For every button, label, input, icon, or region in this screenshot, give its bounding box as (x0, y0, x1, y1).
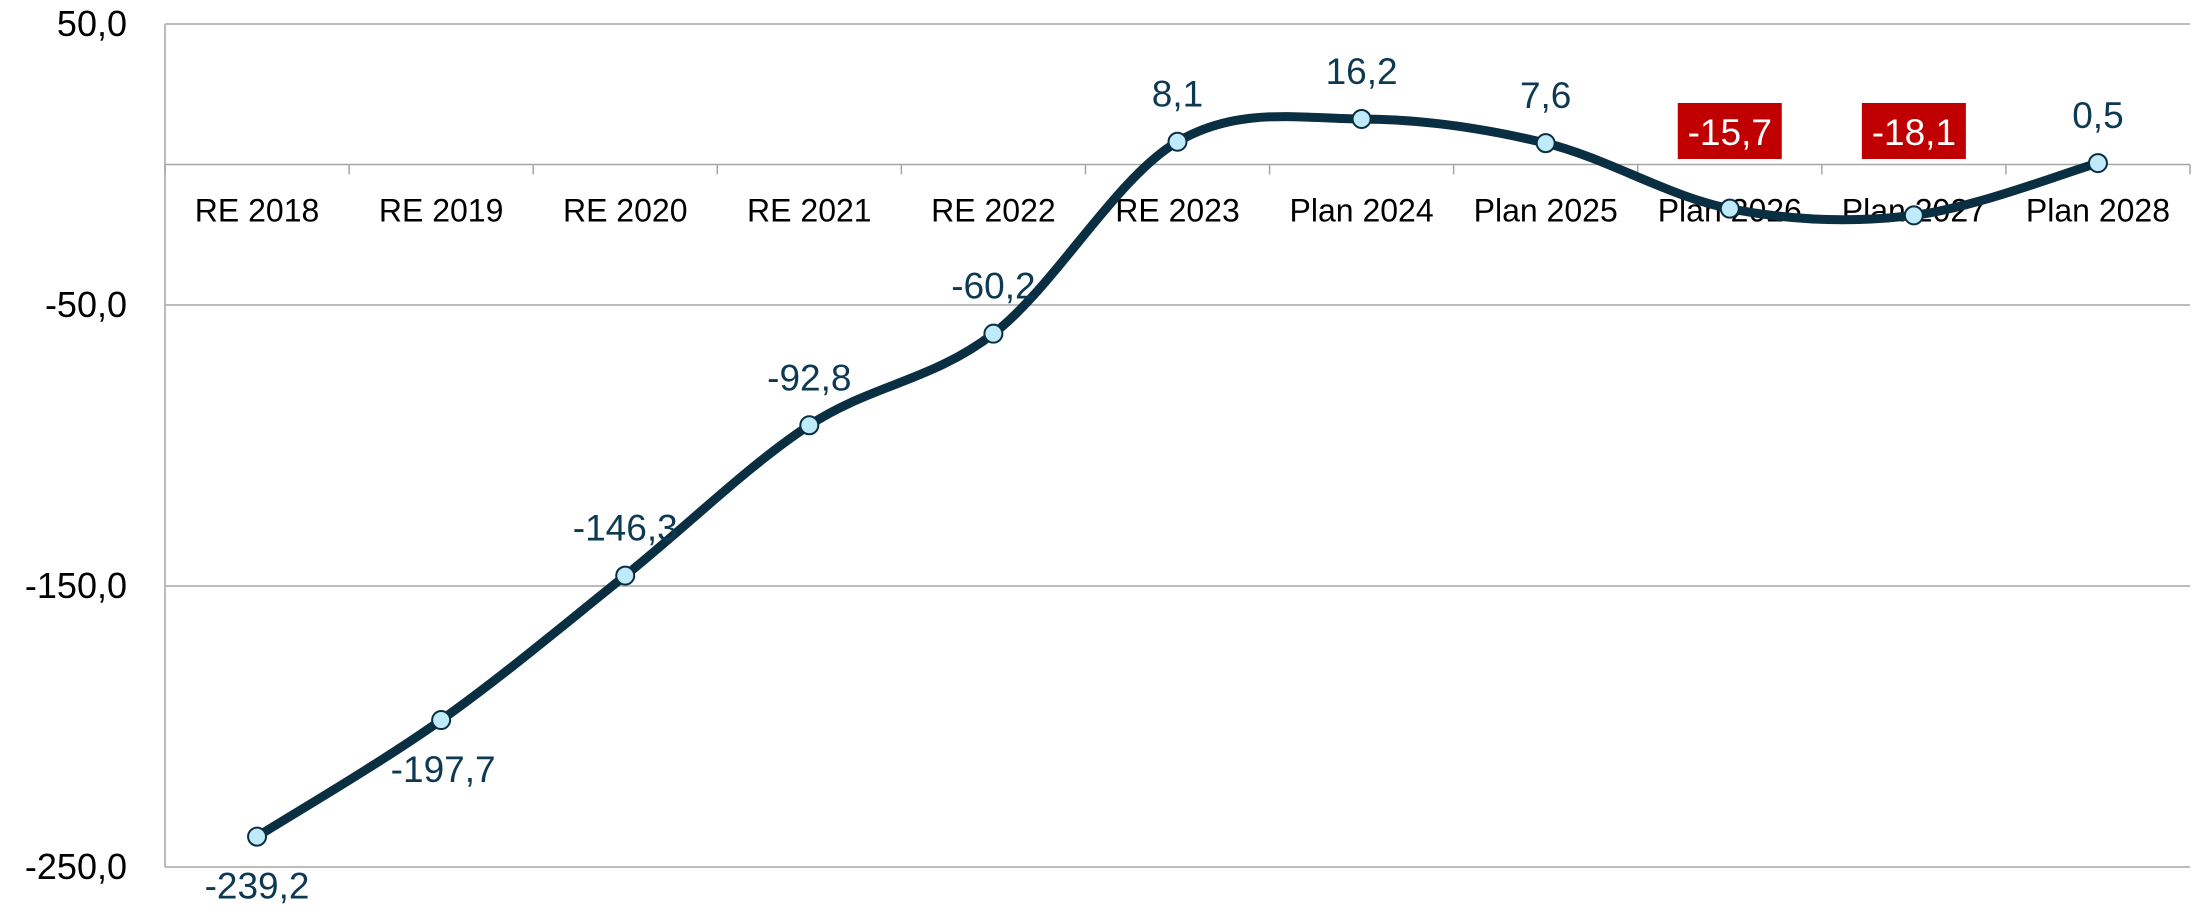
data-label: 7,6 (1520, 75, 1571, 116)
data-point (1167, 131, 1188, 152)
data-point (799, 415, 820, 436)
x-tick-label: Plan 2028 (2026, 193, 2170, 229)
x-tick-label: RE 2022 (931, 193, 1056, 229)
data-labels: -239,2 -197,7 -146,3 -92,8 -60,2 8,1 16,2 7,6 -1… (205, 51, 2124, 907)
data-point (1903, 205, 1924, 226)
y-tick-label: -50,0 (45, 284, 127, 325)
data-label: -60,2 (951, 266, 1035, 307)
data-label: 0,5 (2072, 95, 2123, 136)
y-axis: 50,0 -50,0 -150,0 -250,0 (25, 3, 166, 887)
data-label-badge (1677, 103, 1782, 159)
series-line (252, 112, 2103, 842)
data-point (1535, 133, 1556, 154)
data-point (2087, 153, 2108, 174)
x-tick-label: Plan 2025 (1474, 193, 1618, 229)
data-point (1719, 198, 1740, 219)
data-label: 16,2 (1326, 51, 1398, 92)
data-label: -239,2 (205, 866, 310, 907)
x-tick-label: Plan 2024 (1290, 193, 1434, 229)
x-tick-label: RE 2019 (379, 193, 504, 229)
y-tick-label: -250,0 (25, 846, 127, 887)
data-label: 8,1 (1152, 74, 1203, 115)
series-path (252, 112, 2103, 842)
data-label: -15,7 (1688, 112, 1772, 153)
data-point (615, 565, 636, 586)
data-label: -92,8 (767, 357, 851, 398)
data-point (431, 710, 452, 731)
x-tick-label: RE 2018 (195, 193, 320, 229)
x-tick-label: RE 2021 (747, 193, 872, 229)
data-label-badge (1861, 103, 1966, 159)
data-point (247, 826, 268, 847)
data-markers (247, 108, 2108, 847)
y-tick-label: 50,0 (57, 3, 127, 44)
data-point (1351, 108, 1372, 129)
x-tick-label: RE 2020 (563, 193, 688, 229)
data-point (983, 323, 1004, 344)
gridlines (165, 23, 2190, 868)
data-label: -197,7 (391, 749, 496, 790)
data-label: -146,3 (573, 508, 678, 549)
data-label: -18,1 (1872, 112, 1956, 153)
y-tick-label: -150,0 (25, 565, 127, 606)
x-tick-label: RE 2023 (1115, 193, 1240, 229)
